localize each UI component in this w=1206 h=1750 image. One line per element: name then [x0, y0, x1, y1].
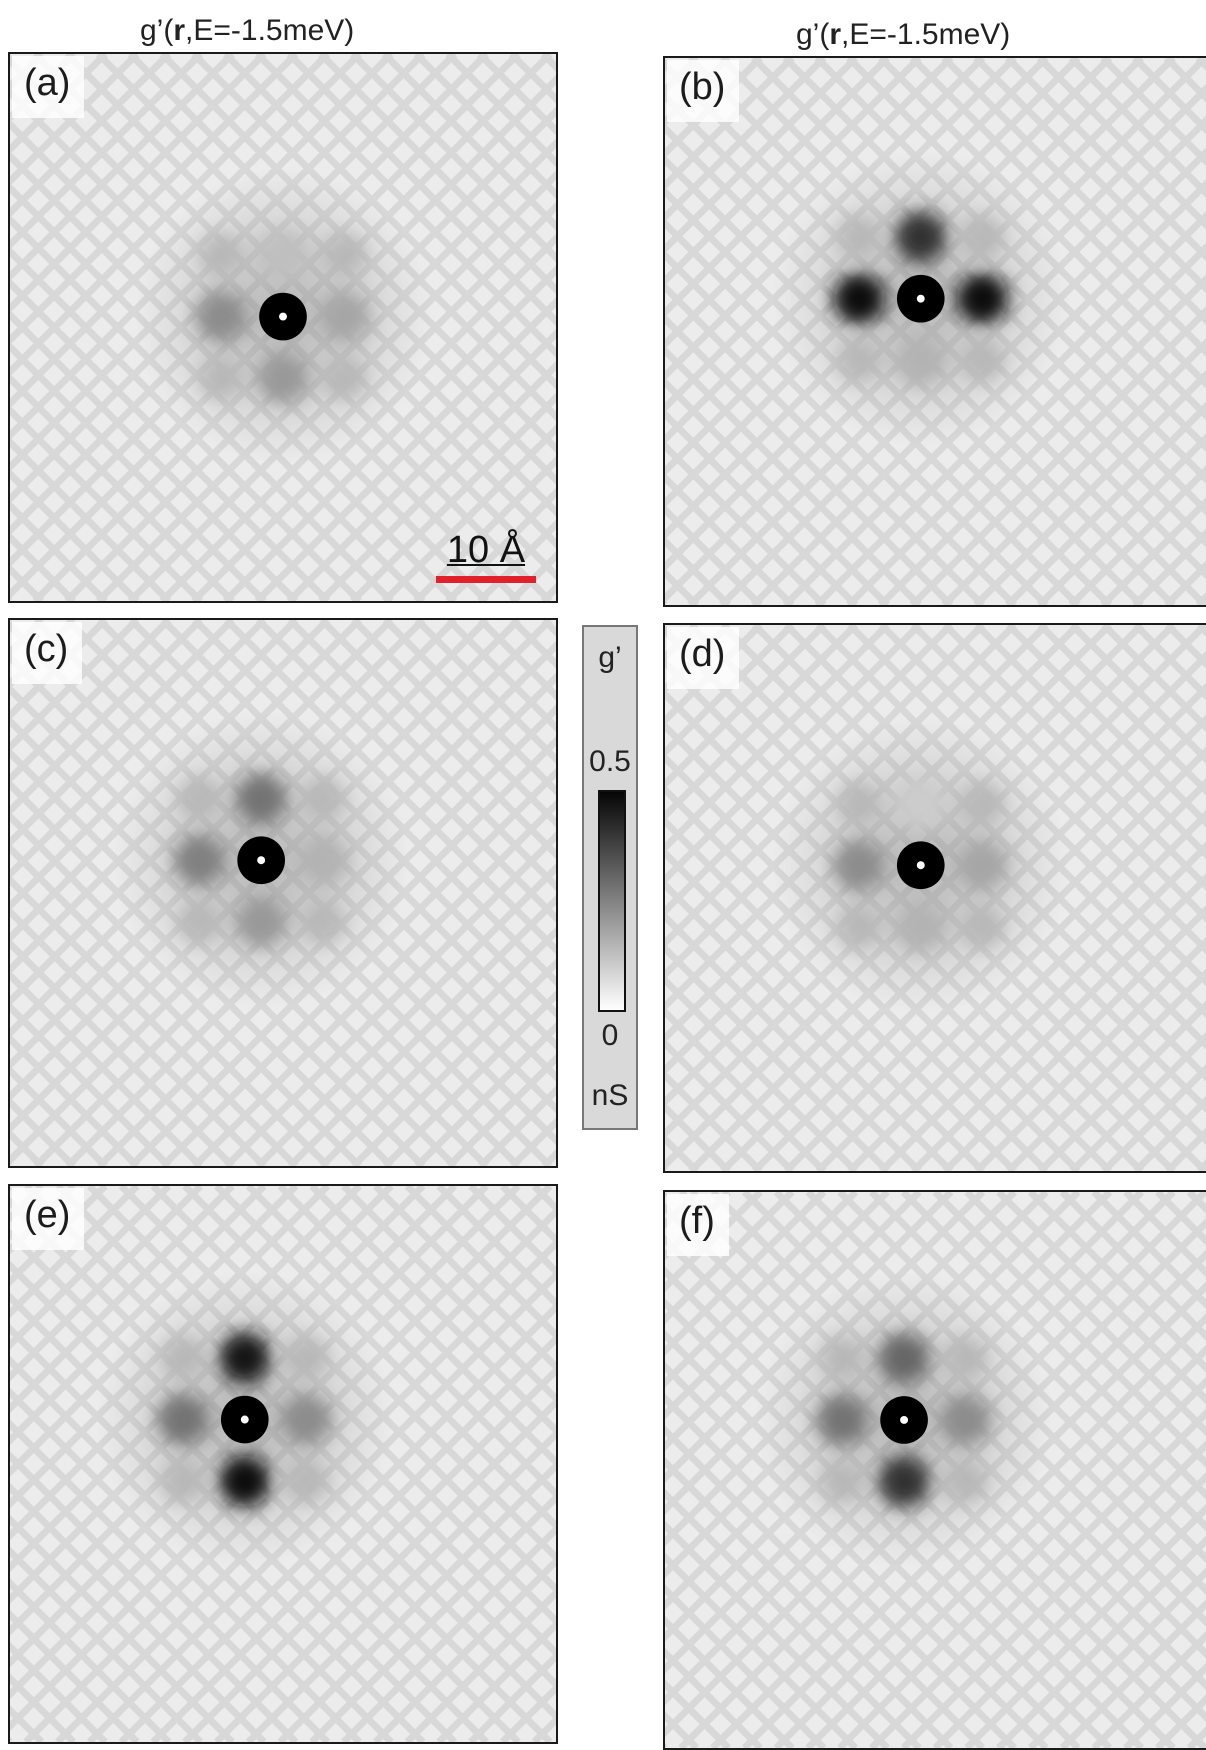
neighbor-blob [235, 773, 287, 825]
panel-a: (a) 10 Å [8, 52, 558, 603]
diagonal-blob [837, 215, 881, 259]
colorbar: g’ 0.5 0 nS [582, 625, 638, 1130]
diagonal-blob [161, 1336, 205, 1380]
panel-label-a: (a) [12, 56, 84, 118]
colorbar-unit: nS [584, 1079, 636, 1113]
diagonal-blob [301, 900, 345, 944]
diagonal-blob [178, 900, 222, 944]
panel-d: (d) [663, 623, 1206, 1173]
scale-bar-line [436, 576, 536, 583]
diagonal-blob [837, 782, 881, 826]
impurity-site-marker [917, 295, 925, 303]
panel-label-f: (f) [667, 1194, 729, 1256]
neighbor-blob [257, 352, 309, 404]
neighbor-blob [878, 1333, 930, 1385]
panel-label-d: (d) [667, 627, 739, 689]
conductance-map-b [665, 58, 1206, 605]
diagonal-blob [284, 1336, 328, 1380]
diagonal-blob [821, 1460, 865, 1504]
panel-e: (e) [8, 1184, 558, 1744]
neighbor-blob [833, 273, 885, 325]
diagonal-blob [837, 905, 881, 949]
column-title-right: g’(r,E=-1.5meV) [796, 18, 1010, 52]
neighbor-blob [319, 291, 371, 343]
impurity-site-marker [917, 861, 925, 869]
neighbor-blob [878, 1456, 930, 1508]
neighbor-blob [895, 901, 947, 953]
colorbar-max-label: 0.5 [584, 745, 636, 779]
diagonal-blob [200, 356, 244, 400]
panel-label-e: (e) [12, 1188, 84, 1250]
diagonal-blob [161, 1459, 205, 1503]
panel-f: (f) [663, 1190, 1206, 1750]
neighbor-blob [957, 273, 1009, 325]
scale-bar-label: 10 Å [436, 530, 536, 572]
neighbor-blob [157, 1394, 209, 1446]
diagonal-blob [960, 338, 1004, 382]
diagonal-blob [821, 1337, 865, 1381]
panel-label-b: (b) [667, 60, 739, 122]
diagonal-blob [323, 356, 367, 400]
diagonal-blob [960, 215, 1004, 259]
neighbor-blob [257, 229, 309, 281]
scale-bar: 10 Å [436, 530, 536, 583]
neighbor-blob [196, 291, 248, 343]
column-title-left: g’(r,E=-1.5meV) [140, 14, 354, 48]
diagonal-blob [178, 777, 222, 821]
neighbor-blob [833, 839, 885, 891]
diagonal-blob [837, 338, 881, 382]
colorbar-gradient [598, 790, 626, 1012]
neighbor-blob [895, 334, 947, 386]
diagonal-blob [944, 1337, 988, 1381]
neighbor-blob [219, 1455, 271, 1507]
conductance-map-c [10, 620, 556, 1166]
conductance-map-a [10, 54, 556, 601]
diagonal-blob [284, 1459, 328, 1503]
conductance-map-d [665, 625, 1206, 1171]
colorbar-title: g’ [584, 641, 636, 675]
neighbor-blob [817, 1394, 869, 1446]
impurity-site-marker [900, 1416, 908, 1424]
neighbor-blob [297, 834, 349, 886]
neighbor-blob [174, 834, 226, 886]
neighbor-blob [940, 1394, 992, 1446]
conductance-map-e [10, 1186, 556, 1742]
panel-label-c: (c) [12, 622, 82, 684]
panel-b: (b) [663, 56, 1206, 607]
impurity-site-marker [257, 856, 265, 864]
neighbor-blob [895, 211, 947, 263]
colorbar-min-label: 0 [584, 1019, 636, 1053]
neighbor-blob [281, 1394, 333, 1446]
conductance-map-f [665, 1192, 1206, 1748]
diagonal-blob [301, 777, 345, 821]
neighbor-blob [895, 778, 947, 830]
panel-c: (c) [8, 618, 558, 1168]
neighbor-blob [957, 839, 1009, 891]
diagonal-blob [200, 233, 244, 277]
diagonal-blob [944, 1460, 988, 1504]
impurity-site-marker [279, 313, 287, 321]
impurity-site-marker [241, 1416, 249, 1424]
diagonal-blob [960, 905, 1004, 949]
diagonal-blob [960, 782, 1004, 826]
diagonal-blob [323, 233, 367, 277]
neighbor-blob [219, 1332, 271, 1384]
neighbor-blob [235, 896, 287, 948]
